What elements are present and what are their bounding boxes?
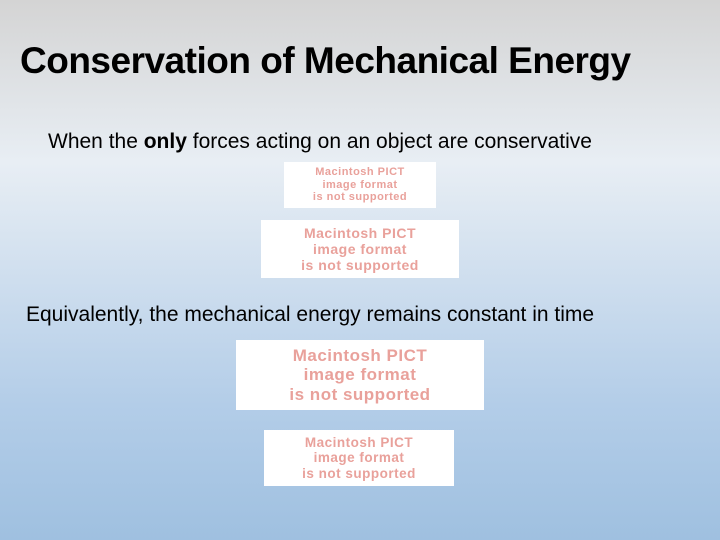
line1-pre: When the [48, 130, 144, 153]
pict-line: Macintosh PICT [304, 225, 416, 241]
pict-line: image format [304, 365, 417, 385]
pict-line: Macintosh PICT [293, 346, 428, 366]
pict-line: Macintosh PICT [305, 435, 413, 451]
pict-line: image format [322, 179, 397, 192]
pict-placeholder-2: Macintosh PICT image format is not suppo… [261, 220, 459, 278]
slide: Conservation of Mechanical Energy When t… [0, 0, 720, 540]
pict-placeholder-4: Macintosh PICT image format is not suppo… [264, 430, 454, 486]
pict-line: is not supported [301, 257, 419, 273]
body-line-2: Equivalently, the mechanical energy rema… [26, 303, 694, 327]
line1-bold: only [144, 130, 187, 153]
body-line-1: When the only forces acting on an object… [48, 130, 672, 154]
pict-placeholder-3: Macintosh PICT image format is not suppo… [236, 340, 484, 410]
pict-line: Macintosh PICT [315, 166, 405, 179]
slide-title: Conservation of Mechanical Energy [20, 40, 700, 82]
pict-line: image format [313, 241, 407, 257]
pict-line: is not supported [289, 385, 430, 405]
pict-placeholder-1: Macintosh PICT image format is not suppo… [284, 162, 436, 208]
line1-post: forces acting on an object are conservat… [187, 130, 592, 153]
pict-line: is not supported [302, 466, 416, 482]
pict-line: image format [314, 450, 405, 466]
pict-line: is not supported [313, 191, 407, 204]
